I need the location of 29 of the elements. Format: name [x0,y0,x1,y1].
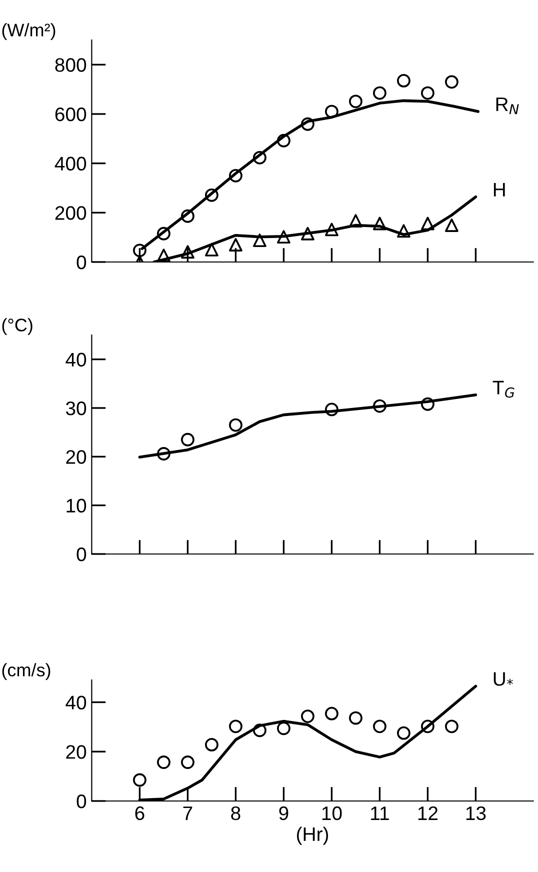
y-tick-label: 40 [66,352,86,367]
y-tick-label: 20 [66,450,86,464]
y-tick-label: 10 [66,498,86,513]
x-tick-label: 13 [466,806,486,820]
x-tick-label: 6 [135,806,144,820]
y-tick-label: 20 [66,745,86,759]
series-label: U$_{*}$ [494,672,513,686]
y-axis-title: (°C) [2,318,32,335]
x-tick-label: 8 [231,806,240,820]
y-tick-label: 600 [55,107,86,122]
y-tick-label: 30 [66,401,86,416]
y-tick-label: 0 [76,255,86,270]
x-tick-label: 7 [183,806,192,820]
y-tick-label: 0 [76,547,86,562]
y-axis-title: (W/m²) [2,23,56,40]
x-tick-label: 12 [418,806,438,820]
x-tick-label: 10 [322,806,342,820]
series-label: R$_{N}$ [496,98,519,114]
series-label: H [494,182,505,196]
y-tick-label: 400 [54,156,86,171]
y-tick-label: 800 [55,58,86,72]
y-tick-label: 0 [76,794,86,808]
x-tick-label: 11 [371,806,389,820]
x-axis-title: (Hr) [296,826,328,845]
x-tick-label: 9 [279,806,288,820]
y-axis-title: (cm/s) [2,663,50,680]
y-tick-label: 40 [66,696,86,710]
series-label: T$_{G}$ [492,380,514,398]
y-tick-label: 200 [55,206,86,220]
